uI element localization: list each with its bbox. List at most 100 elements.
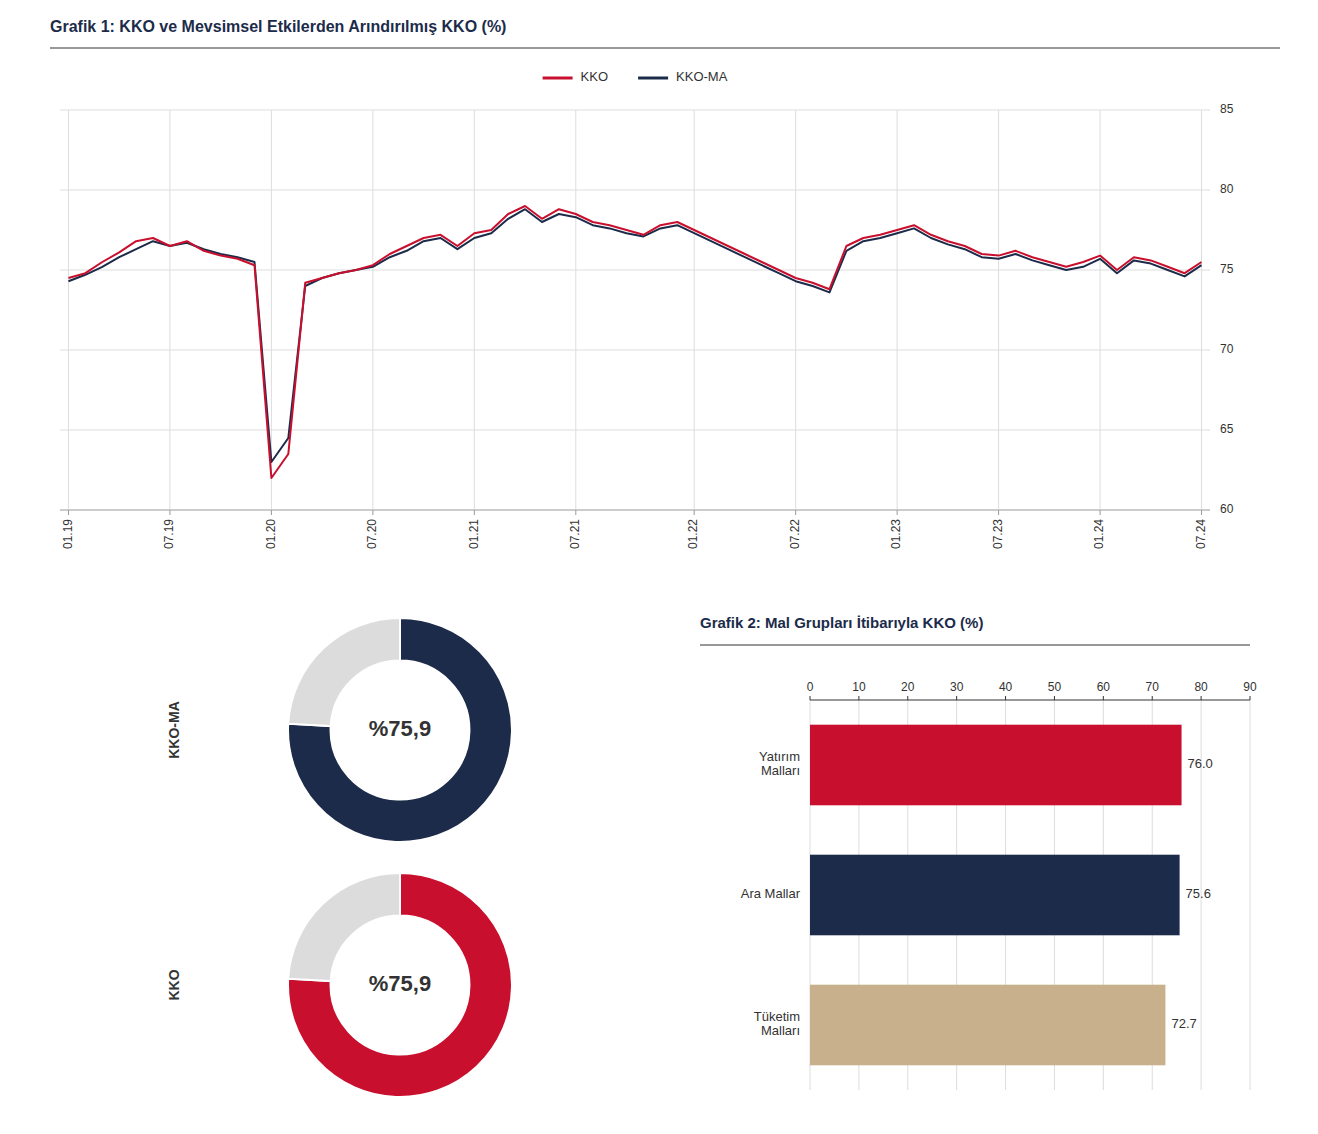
legend-swatch: [543, 77, 573, 80]
x-tick-label: 40: [999, 680, 1013, 694]
legend: KKO KKO-MA: [543, 69, 728, 84]
text-line: Tüketim: [754, 1009, 800, 1024]
x-tick: [1201, 696, 1202, 700]
series-line: [68, 209, 1201, 462]
data-label: 76.0: [1188, 756, 1213, 771]
y-tick-label: 75: [1220, 262, 1234, 276]
donut-chart: KKO-MA %75,9: [166, 618, 512, 842]
grid-line-x: [1100, 110, 1101, 510]
title-rule: [50, 48, 1280, 49]
x-tick: [1005, 696, 1006, 700]
grid-line-y: [60, 110, 1210, 111]
grid-line-x: [575, 110, 576, 510]
y-tick-label: YatırımMalları: [759, 749, 800, 779]
x-tick-label: 50: [1048, 680, 1062, 694]
x-tick: [474, 510, 475, 515]
grid-line-x: [897, 110, 898, 510]
y-tick-label: 60: [1220, 502, 1234, 516]
grid-line-x: [1250, 700, 1251, 1090]
donut-slice: [288, 618, 512, 842]
x-tick-label: 07.23: [991, 519, 1005, 549]
x-tick-label: 20: [901, 680, 915, 694]
x-tick-label: 01.21: [467, 519, 481, 549]
x-tick: [956, 696, 957, 700]
y-tick-label: 80: [1220, 182, 1234, 196]
x-tick: [810, 696, 811, 700]
chart-root: Grafik 1: KKO ve Mevsimsel Etkilerden Ar…: [0, 0, 1318, 1134]
chart-title: Grafik 2: Mal Grupları İtibarıyla KKO (%…: [700, 614, 983, 631]
donut-label: %75,9: [369, 971, 431, 996]
x-tick-label: 01.22: [686, 519, 700, 549]
bars: [810, 725, 1182, 1066]
x-tick: [68, 510, 69, 515]
grid-line-x: [169, 110, 170, 510]
x-tick: [169, 510, 170, 515]
x-tick: [575, 510, 576, 515]
grid-line-x: [998, 110, 999, 510]
grid-line-y: [60, 430, 1210, 431]
x-tick-label: 70: [1146, 680, 1160, 694]
text-line: Malları: [761, 1024, 800, 1039]
title-rule: [700, 645, 1250, 646]
grid-line-y: [60, 190, 1210, 191]
x-tick: [694, 510, 695, 515]
x-tick: [795, 510, 796, 515]
y-tick-label: Ara Mallar: [741, 886, 801, 901]
donut-title: KKO-MA: [166, 701, 182, 759]
x-tick: [897, 510, 898, 515]
x-tick: [1250, 696, 1251, 700]
x-tick: [907, 696, 908, 700]
x-tick: [271, 510, 272, 515]
data-label: 75.6: [1186, 886, 1211, 901]
donut-slice: [288, 873, 512, 1097]
x-axis-line: [60, 510, 1210, 511]
text-line: Malları: [761, 764, 800, 779]
grid-line-y: [60, 350, 1210, 351]
x-tick-label: 07.19: [162, 519, 176, 549]
bar: [810, 985, 1165, 1066]
donut-label: %75,9: [369, 716, 431, 741]
grid-line-x: [68, 110, 69, 510]
donut-slice: [288, 873, 400, 981]
x-tick: [372, 510, 373, 515]
chart-title: Grafik 1: KKO ve Mevsimsel Etkilerden Ar…: [50, 18, 506, 35]
x-tick-label: 07.22: [788, 519, 802, 549]
x-tick-label: 01.23: [889, 519, 903, 549]
donut-title: KKO: [166, 969, 182, 1000]
bar: [810, 855, 1180, 936]
y-tick-label: TüketimMalları: [754, 1009, 800, 1039]
legend-label: KKO: [581, 69, 608, 84]
text-line: Yatırım: [759, 749, 800, 764]
x-tick-label: 07.21: [568, 519, 582, 549]
series-line: [68, 206, 1201, 478]
x-tick-label: 01.24: [1092, 519, 1106, 549]
grid-line-x: [694, 110, 695, 510]
y-tick-label: 85: [1220, 102, 1234, 116]
x-tick: [1100, 510, 1101, 515]
grid-line-x: [372, 110, 373, 510]
donut-slice: [288, 618, 400, 726]
x-tick-label: 0: [807, 680, 814, 694]
legend-label: KKO-MA: [676, 69, 728, 84]
x-tick: [998, 510, 999, 515]
x-tick-label: 90: [1243, 680, 1257, 694]
x-tick: [1103, 696, 1104, 700]
x-tick-label: 10: [852, 680, 866, 694]
data-label: 72.7: [1171, 1016, 1196, 1031]
bar: [810, 725, 1182, 806]
legend-swatch: [638, 77, 668, 80]
donut-chart: KKO %75,9: [166, 873, 512, 1097]
bar-chart: Grafik 2: Mal Grupları İtibarıyla KKO (%…: [700, 614, 1257, 1090]
x-tick-label: 01.20: [264, 519, 278, 549]
x-tick: [1201, 510, 1202, 515]
y-tick-label: 65: [1220, 422, 1234, 436]
grid-line-x: [795, 110, 796, 510]
x-tick-label: 60: [1097, 680, 1111, 694]
x-tick: [858, 696, 859, 700]
grid-line-x: [1201, 110, 1202, 510]
grid-line-y: [60, 270, 1210, 271]
line-chart: 60657075808501.1907.1901.2007.2001.2107.…: [60, 69, 1234, 549]
x-tick-label: 01.19: [61, 519, 75, 549]
x-tick-label: 80: [1194, 680, 1208, 694]
x-tick-label: 30: [950, 680, 964, 694]
